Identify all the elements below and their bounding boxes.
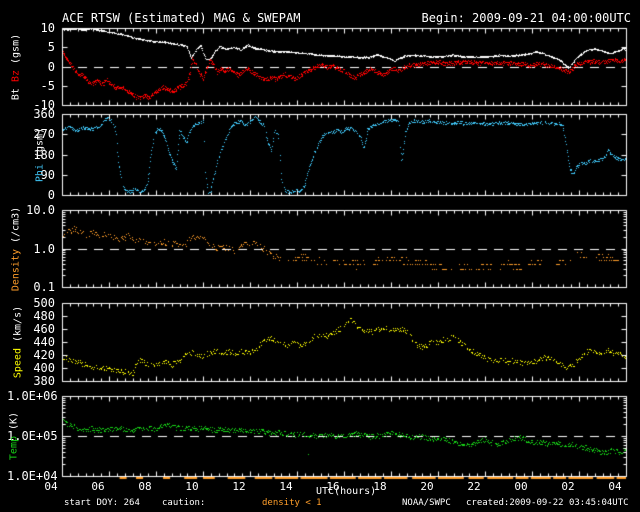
plot-title: ACE RTSW (Estimated) MAG & SWEPAM xyxy=(62,11,301,25)
caution-value: density < 1 xyxy=(262,498,322,508)
y-axis-label-part: Speed xyxy=(12,348,24,379)
y-axis-label-part: (gsm) xyxy=(34,127,46,164)
x-tick-label: 10 xyxy=(185,480,199,493)
y-axis-label-part: (/cm3) xyxy=(10,206,22,249)
y-tick-label: 460 xyxy=(33,322,55,336)
plot-begin-time: Begin: 2009-09-21 04:00:00UTC xyxy=(421,11,631,25)
y-tick-label: 500 xyxy=(33,296,55,310)
x-tick-label: 20 xyxy=(420,480,434,493)
y-tick-label: 360 xyxy=(33,107,55,121)
y-tick-label: 440 xyxy=(33,335,55,349)
y-axis-label: Bt Bz (gsm) xyxy=(11,33,22,99)
y-tick-label: 0 xyxy=(47,188,55,202)
y-tick-label: 90 xyxy=(40,167,55,182)
x-axis-title: UTC(hours) xyxy=(316,486,377,497)
y-tick-label: 480 xyxy=(33,309,55,323)
y-axis-label-part: (K) xyxy=(8,411,20,436)
y-axis-label: Speed (km/s) xyxy=(13,306,24,378)
x-tick-label: 16 xyxy=(326,480,340,493)
y-tick-label: 380 xyxy=(33,374,55,388)
y-tick-label: 180 xyxy=(33,147,55,162)
y-axis-label-part: Bz xyxy=(10,69,22,88)
y-axis-label-part: Bt xyxy=(10,87,22,100)
y-tick-label: 5 xyxy=(47,40,55,55)
y-tick-label: 400 xyxy=(33,361,55,375)
x-tick-label: 22 xyxy=(467,480,481,493)
y-axis-label: Phi (gsm) xyxy=(35,127,46,181)
created-timestamp: created:2009-09-22 03:45:04UTC xyxy=(466,498,629,508)
x-tick-label: 04 xyxy=(608,480,622,493)
caution-label: caution: xyxy=(162,498,206,508)
y-tick-label: -10 xyxy=(33,98,55,112)
y-tick-label: 10.0 xyxy=(26,203,55,217)
x-tick-label: 12 xyxy=(232,480,246,493)
y-axis-label: Density (/cm3) xyxy=(11,206,22,290)
x-tick-label: 14 xyxy=(279,480,293,493)
y-tick-label: -5 xyxy=(40,78,55,93)
y-axis-label-part: Density xyxy=(10,248,22,291)
y-axis-label: Temp (K) xyxy=(9,412,20,460)
y-tick-label: 0.1 xyxy=(33,280,55,294)
x-tick-label: 02 xyxy=(561,480,575,493)
y-axis-label-part: (gsm) xyxy=(10,33,22,70)
y-tick-label: 1.0E+04 xyxy=(7,469,58,483)
x-tick-label: 04 xyxy=(44,480,58,493)
y-tick-label: 10 xyxy=(40,21,55,35)
x-tick-label: 18 xyxy=(373,480,387,493)
y-tick-label: 1.0E+05 xyxy=(7,429,58,443)
x-tick-label: 08 xyxy=(138,480,152,493)
y-tick-label: 0 xyxy=(47,59,55,74)
x-tick-label: 06 xyxy=(91,480,105,493)
start-doy-text: start DOY: 264 xyxy=(64,498,140,508)
y-axis-label-part: Phi xyxy=(34,163,46,182)
y-tick-label: 420 xyxy=(33,348,55,362)
y-tick-label: 1.0E+06 xyxy=(7,389,58,403)
y-axis-label-part: Temp xyxy=(8,436,20,461)
y-tick-label: 270 xyxy=(33,127,55,142)
y-axis-label-part: (km/s) xyxy=(12,305,24,349)
x-tick-label: 00 xyxy=(514,480,528,493)
y-tick-label: 1.0 xyxy=(33,241,55,256)
agency-text: NOAA/SWPC xyxy=(402,498,451,508)
